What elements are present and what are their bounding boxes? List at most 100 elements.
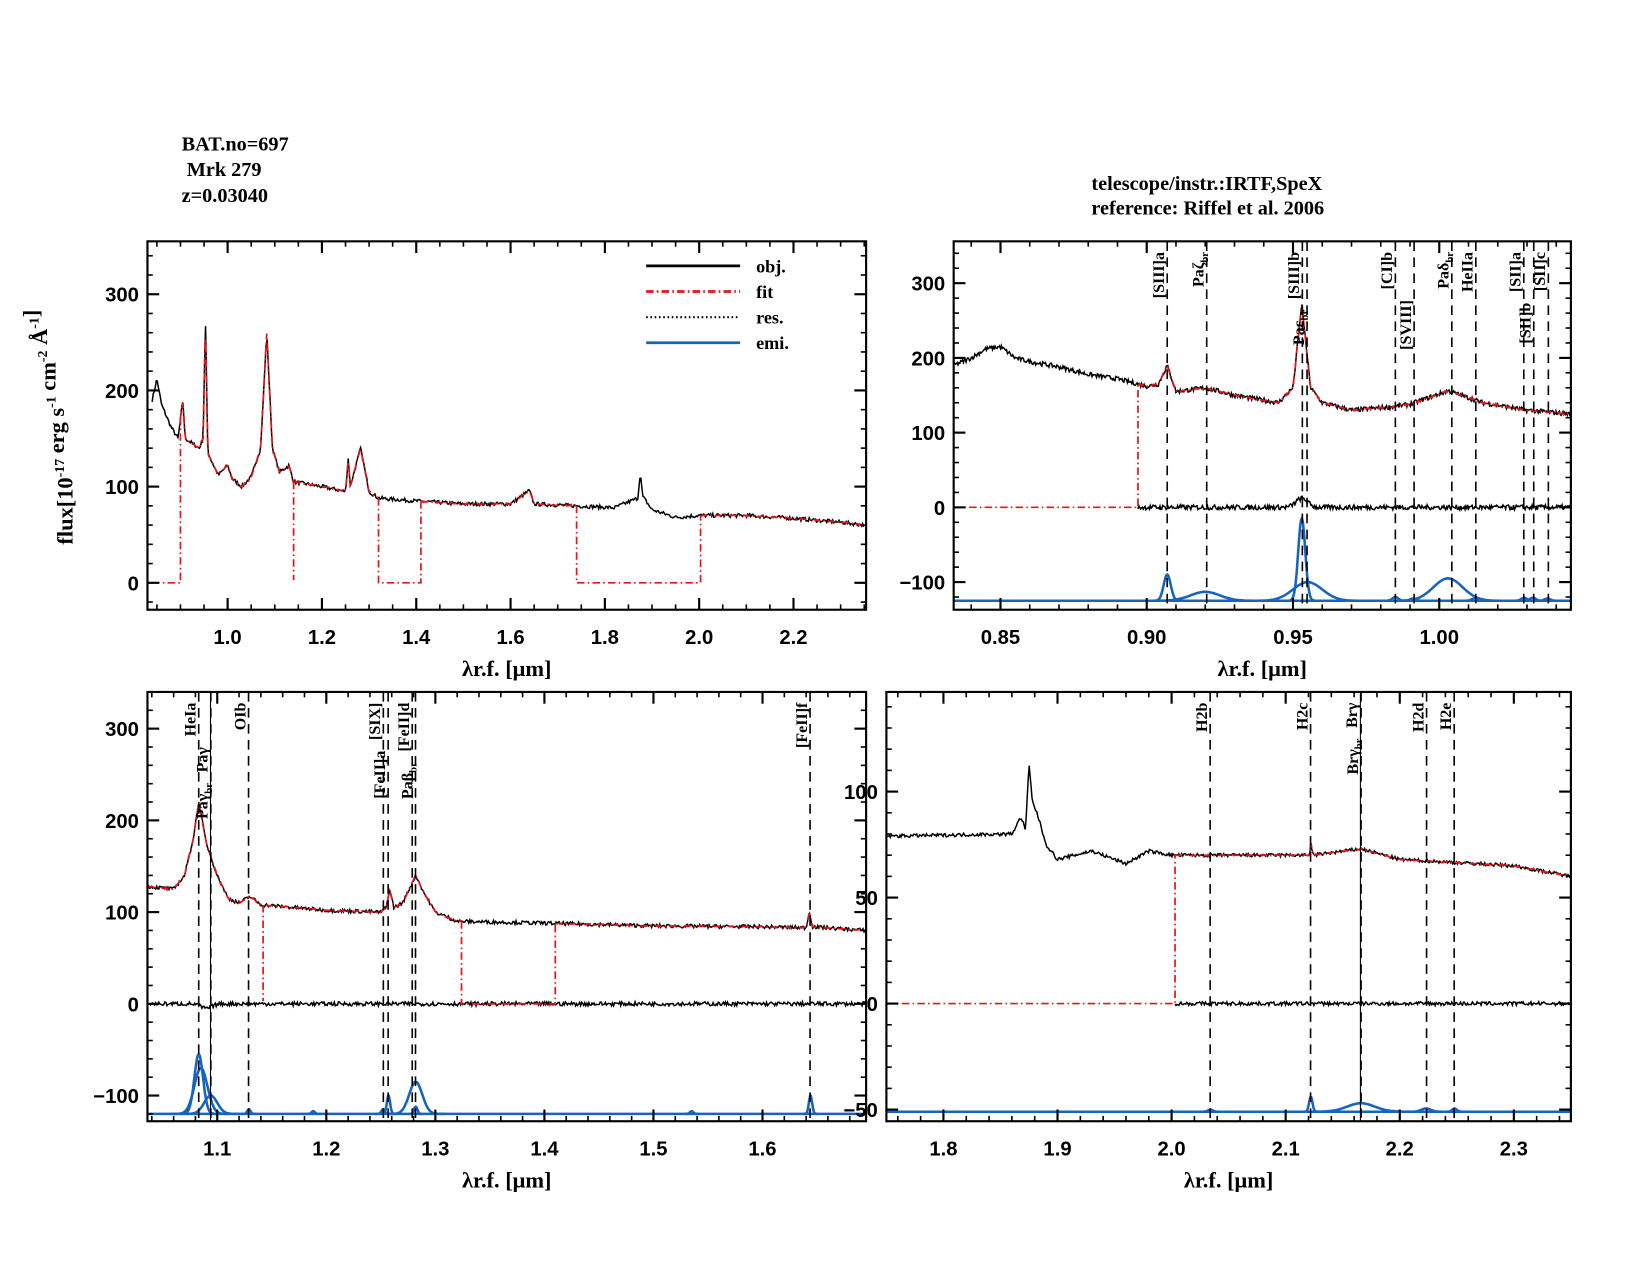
fit-segment-0	[179, 333, 295, 488]
x-tick-label: 1.4	[530, 1138, 559, 1160]
redshift: z=0.03040	[182, 185, 268, 207]
y-tick-label: 200	[105, 811, 139, 833]
x-axis-label: λr.f. [μm]	[462, 1167, 551, 1192]
line-label: H2c	[1294, 703, 1311, 731]
residual-line	[1174, 999, 1571, 1008]
y-tick-label: 50	[855, 888, 878, 910]
object-spectrum	[147, 801, 867, 934]
line-label: [FeII]d	[396, 703, 413, 752]
axes-frame	[146, 690, 868, 1123]
line-label: Paγbr	[195, 783, 215, 819]
fit-zero-segment-0	[460, 921, 557, 1005]
line-label: [SIX]	[367, 703, 384, 740]
x-tick-label: 1.00	[1420, 627, 1459, 649]
line-label: OIb	[232, 703, 249, 731]
y-tick-label: 0	[128, 994, 139, 1016]
x-tick-label: 1.2	[312, 1138, 340, 1160]
line-label: Paβbr	[399, 762, 419, 799]
axes-frame	[146, 240, 868, 611]
x-tick-label: 1.9	[1043, 1138, 1071, 1160]
emission-component-8	[408, 1105, 423, 1116]
y-tick-label: 0	[867, 994, 878, 1016]
fit-zero-segment-0	[886, 855, 1176, 1005]
y-axis-label: flux[10-17 erg s-1 cm-2 Å-1]	[19, 310, 78, 545]
line-label: [SVIII]	[1398, 300, 1415, 350]
y-tick-label: 200	[911, 348, 945, 370]
y-tick-label: 300	[911, 274, 945, 296]
y-tick-label: 0	[128, 573, 139, 595]
x-tick-label: 2.0	[685, 627, 713, 649]
telescope-info: telescope/instr.:IRTF,SpeX	[1091, 173, 1322, 195]
emission-component-10	[1534, 597, 1561, 603]
line-label: Brγ	[1344, 702, 1361, 728]
y-tick-label: 100	[105, 903, 139, 925]
fit-segment-0	[1174, 843, 1571, 878]
y-tick-label: 100	[844, 782, 878, 804]
x-tick-label: 1.3	[421, 1138, 449, 1160]
fit-segment-0	[1137, 305, 1571, 416]
legend-label: fit	[756, 282, 773, 302]
line-label: [SIII]a	[1151, 252, 1168, 298]
x-tick-label: 1.1	[203, 1138, 231, 1160]
line-label: Brγbr	[1345, 738, 1365, 774]
fit-zero-segment-0	[152, 419, 182, 584]
axes-frame	[952, 240, 1572, 611]
fit-segment-2	[555, 912, 866, 932]
x-tick-label: 2.3	[1500, 1138, 1528, 1160]
x-tick-label: 2.0	[1158, 1138, 1186, 1160]
line-label: H2e	[1438, 703, 1455, 731]
line-label: HeIIa	[1460, 252, 1477, 292]
x-tick-label: 1.6	[748, 1138, 776, 1160]
legend-label: emi.	[756, 333, 789, 353]
y-tick-label: 300	[105, 719, 139, 741]
line-label: Paζbr	[1190, 252, 1210, 287]
object-spectrum	[953, 304, 1571, 418]
x-tick-label: 0.85	[981, 627, 1020, 649]
line-label: [SII]a	[1508, 252, 1525, 292]
residual-line	[147, 999, 867, 1011]
legend-label: obj.	[756, 256, 786, 276]
x-axis-label: λr.f. [μm]	[1184, 1167, 1273, 1192]
y-tick-label: 100	[911, 423, 945, 445]
x-axis-label: λr.f. [μm]	[1218, 656, 1307, 681]
y-tick-label: 0	[934, 498, 945, 520]
line-label: [FeII]a	[372, 751, 389, 799]
x-tick-label: 2.2	[779, 627, 807, 649]
legend-label: res.	[756, 308, 783, 328]
line-label-subscript: br	[1199, 252, 1211, 263]
line-label-subscript: br	[1299, 310, 1311, 321]
y-tick-label: 100	[105, 477, 139, 499]
reference-info: reference: Riffel et al. 2006	[1091, 198, 1324, 220]
plot-area	[886, 765, 1571, 1114]
axes-frame	[885, 690, 1572, 1123]
y-tick-label: −50	[843, 1100, 877, 1122]
fit-segment-0	[147, 802, 263, 906]
plot-area	[953, 304, 1571, 603]
line-label: [CI]b	[1379, 252, 1396, 289]
x-tick-label: 2.1	[1272, 1138, 1300, 1160]
x-tick-label: 1.6	[496, 627, 524, 649]
x-tick-label: 1.8	[929, 1138, 957, 1160]
object-name: Mrk 279	[182, 159, 262, 181]
x-tick-label: 1.8	[591, 627, 619, 649]
emission-component-6	[1382, 577, 1514, 603]
y-tick-label: 300	[105, 285, 139, 307]
fit-zero-segment-2	[575, 505, 702, 584]
line-label: HeIa	[183, 703, 200, 737]
x-tick-label: 1.0	[214, 627, 242, 649]
line-label-subscript: br	[203, 783, 215, 794]
x-axis-label: λr.f. [μm]	[462, 656, 551, 681]
x-tick-label: 1.5	[639, 1138, 667, 1160]
line-label: Paεbr	[1291, 310, 1311, 346]
plot-area	[147, 801, 867, 1116]
emission-component-7	[1461, 597, 1488, 603]
plot-area	[151, 326, 865, 584]
line-label: [SIII]b	[1286, 252, 1303, 299]
emission-component-4	[305, 1109, 321, 1116]
line-label: H2b	[1194, 703, 1211, 732]
panel-zoom-1.75-2.35: H2b H2c Brγ Brγbr H2d H2e 1.8 1.9 2.0 2.1 2.2 2.3 −5…	[843, 690, 1572, 1192]
fit-zero-segment-1	[377, 498, 422, 584]
emission-component-2	[1299, 1101, 1423, 1114]
emission-component-9	[684, 1109, 699, 1116]
